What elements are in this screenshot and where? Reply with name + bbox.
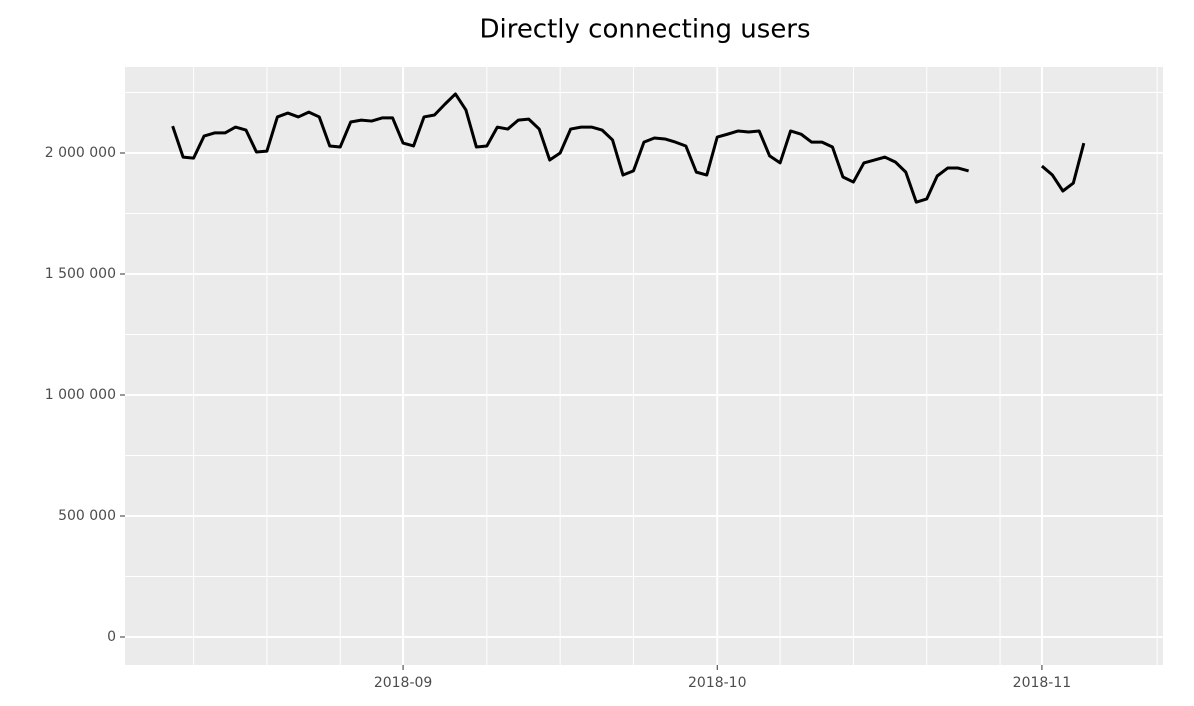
y-tick-label: 1 000 000 [45,387,116,403]
y-tick-label: 2 000 000 [45,145,116,161]
panel [125,67,1163,665]
x-tick-label: 2018-10 [688,675,747,691]
x-tick-label: 2018-09 [374,675,433,691]
y-tick-label: 0 [107,629,116,645]
chart-title: Directly connecting users [479,15,810,45]
y-tick-label: 500 000 [58,508,116,524]
x-tick-label: 2018-11 [1013,675,1072,691]
data-line [171,92,1086,204]
y-tick-label: 1 500 000 [45,266,116,282]
